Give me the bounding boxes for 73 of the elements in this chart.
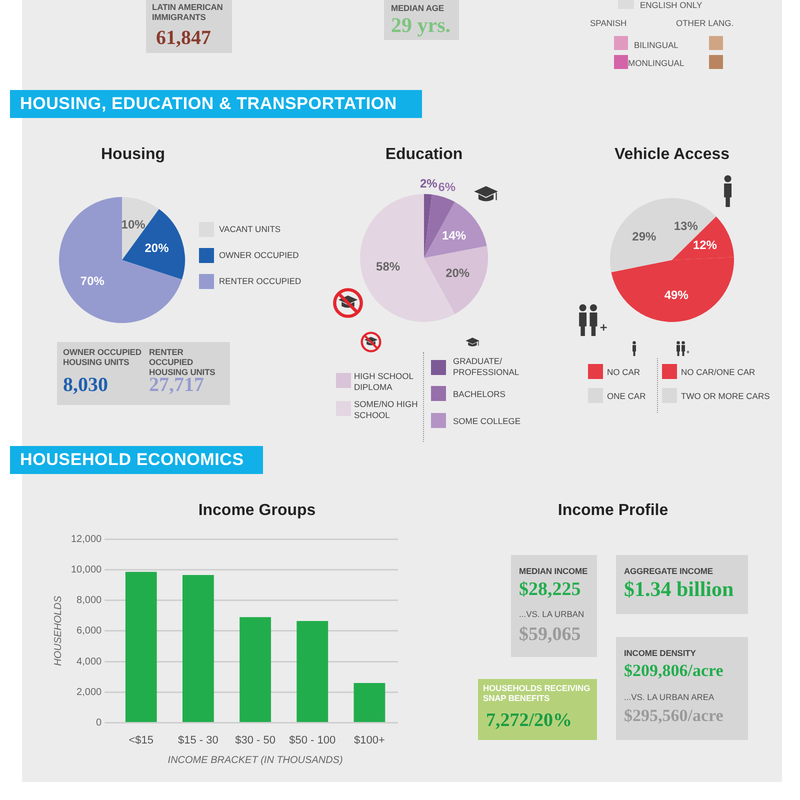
legend-label: VACANT UNITS (219, 224, 281, 235)
text: $28,225 (519, 579, 581, 602)
text: SPANISH (590, 18, 627, 28)
text: ...VS. LA URBAN AREA (624, 692, 714, 702)
legend-label: NO CAR (607, 367, 640, 378)
legend-label: HIGH SCHOOL DIPLOMA (354, 371, 414, 392)
y-tick-label: 6,000 (76, 626, 102, 637)
text: HOUSEHOLD ECONOMICS (20, 450, 244, 470)
bar (240, 617, 271, 722)
data-label: 20% (446, 266, 470, 280)
data-label: 20% (144, 241, 170, 256)
legend-label: RENTER OCCUPIED (219, 276, 302, 287)
x-tick-label: <$15 (128, 734, 154, 746)
text: BILINGUAL (634, 40, 678, 50)
x-tick-label: $50 - 100 (289, 734, 336, 746)
legend-label: ONE CAR (607, 391, 646, 402)
legend-label: GRADUATE/ PROFESSIONAL (453, 356, 520, 378)
text: MEDIAN INCOME (519, 566, 588, 576)
bar (296, 620, 328, 722)
legend-label: BACHELORS (453, 389, 506, 400)
y-tick-label: 8,000 (76, 595, 102, 606)
text: 7,272/20% (486, 710, 572, 733)
text: OTHER LANG. (676, 18, 734, 28)
chart-title: Income Groups (197, 502, 317, 520)
text: Income Profile (556, 502, 670, 520)
text: 61,847 (156, 26, 211, 50)
text: $295,560/acre (624, 706, 724, 726)
text: 29 yrs. (391, 13, 450, 38)
chart-title: Vehicle Access (613, 146, 731, 164)
text: OWNER OCCUPIED HOUSING UNITS (63, 347, 142, 368)
y-tick-label: 10,000 (70, 564, 102, 576)
data-label: 70% (80, 274, 105, 288)
bar (125, 572, 157, 722)
data-label: 6% (438, 180, 456, 194)
x-axis-title: INCOME BRACKET (IN THOUSANDS) (168, 754, 343, 766)
text: ...VS. LA URBAN (519, 609, 584, 620)
data-label: 14% (442, 228, 466, 242)
legend-label: NO CAR/ONE CAR (681, 367, 756, 378)
data-label: 2% (420, 176, 438, 190)
text: $209,806/acre (624, 661, 724, 682)
text: LATIN AMERICAN IMMIGRANTS (152, 2, 224, 22)
data-label: 13% (674, 219, 698, 234)
text: $1.34 billion (624, 577, 734, 602)
text: HOUSING, EDUCATION & TRANSPORTATION (20, 94, 397, 114)
data-label: 12% (692, 238, 718, 252)
text: 8,030 (63, 373, 108, 397)
legend-label: SOME/NO HIGH SCHOOL (354, 399, 419, 420)
data-label: 10% (121, 218, 146, 232)
chart-title: Education (384, 146, 464, 164)
y-tick-label: 0 (96, 718, 102, 729)
legend-label: SOME COLLEGE (453, 416, 521, 427)
data-label: 49% (664, 288, 689, 302)
data-label: 29% (632, 230, 657, 244)
y-axis-title: HOUSEHOLDS (52, 596, 64, 666)
text: AGGREGATE INCOME (624, 566, 713, 576)
text: MONLINGUAL (628, 58, 684, 68)
text: INCOME DENSITY (624, 648, 696, 658)
text: MEDIAN AGE (391, 3, 444, 14)
legend-label: OWNER OCCUPIED (219, 250, 299, 261)
bar (182, 574, 214, 722)
legend-label: TWO OR MORE CARS (681, 391, 770, 402)
text: ENGLISH ONLY (640, 0, 702, 10)
chart-title: Housing (100, 146, 166, 164)
text: HOUSEHOLDS RECEIVING SNAP BENEFITS (483, 683, 592, 704)
y-tick-label: 2,000 (76, 686, 102, 698)
text: $59,065 (519, 624, 581, 647)
x-tick-label: $100+ (354, 734, 385, 746)
bar (354, 682, 386, 722)
x-tick-label: $30 - 50 (235, 734, 276, 746)
x-tick-label: $15 - 30 (178, 734, 218, 746)
data-label: 58% (376, 260, 400, 274)
y-tick-label: 4,000 (76, 656, 102, 668)
y-tick-label: 12,000 (70, 534, 102, 545)
